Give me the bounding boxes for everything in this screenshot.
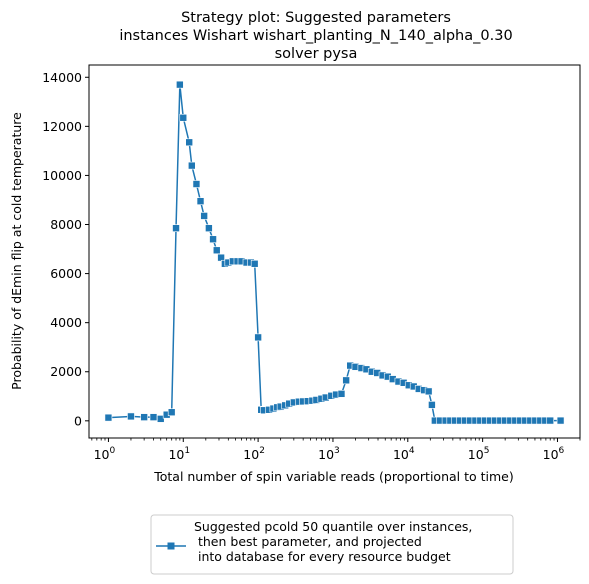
y-tick-label: 0 — [74, 413, 82, 428]
data-point — [127, 413, 134, 420]
x-axis: 100 101 102 103 104 105 106 — [92, 438, 580, 462]
data-point — [150, 414, 157, 421]
x-tick-label: 104 — [393, 446, 415, 462]
plot-area — [89, 65, 580, 438]
data-point — [105, 414, 112, 421]
x-axis-label: Total number of spin variable reads (pro… — [153, 469, 514, 484]
data-point — [255, 334, 262, 341]
legend-marker — [168, 543, 175, 550]
x-tick-label: 101 — [168, 446, 190, 462]
data-point — [193, 181, 200, 188]
data-point — [428, 401, 435, 408]
x-tick-label: 105 — [468, 446, 490, 462]
x-tick-label: 100 — [94, 446, 116, 462]
x-tick-label: 106 — [543, 446, 565, 462]
data-point — [343, 377, 350, 384]
data-point — [168, 409, 175, 416]
y-axis-label: Probability of dEmin flip at cold temper… — [9, 112, 24, 390]
series-path — [108, 85, 560, 421]
data-point — [425, 388, 432, 395]
y-tick-label: 6000 — [50, 266, 82, 281]
data-point — [180, 114, 187, 121]
x-tick-label: 103 — [318, 446, 340, 462]
data-point — [186, 139, 193, 146]
legend: Suggested pcold 50 quantile over instanc… — [151, 515, 513, 574]
data-point — [210, 236, 217, 243]
y-tick-label: 2000 — [50, 364, 82, 379]
data-point — [197, 198, 204, 205]
data-point — [251, 260, 258, 267]
data-point — [547, 417, 554, 424]
data-point — [213, 247, 220, 254]
title-line-1: Strategy plot: Suggested parameters — [181, 10, 451, 26]
y-tick-label: 4000 — [50, 315, 82, 330]
chart-title: Strategy plot: Suggested parameters inst… — [119, 10, 512, 62]
y-tick-label: 12000 — [42, 119, 82, 134]
data-point — [188, 162, 195, 169]
y-tick-label: 8000 — [50, 217, 82, 232]
y-axis: 0 2000 4000 6000 8000 10000 12000 14000 — [42, 70, 89, 429]
title-line-3: solver pysa — [275, 46, 358, 62]
data-point — [205, 225, 212, 232]
data-point — [176, 81, 183, 88]
y-tick-label: 14000 — [42, 70, 82, 85]
data-point — [201, 212, 208, 219]
data-point — [141, 414, 148, 421]
x-tick-label: 102 — [243, 446, 265, 462]
data-point — [338, 390, 345, 397]
data-point — [173, 225, 180, 232]
title-line-2: instances Wishart wishart_planting_N_140… — [119, 28, 512, 44]
series-line — [105, 81, 564, 424]
data-point — [557, 417, 564, 424]
y-tick-label: 10000 — [42, 168, 82, 183]
